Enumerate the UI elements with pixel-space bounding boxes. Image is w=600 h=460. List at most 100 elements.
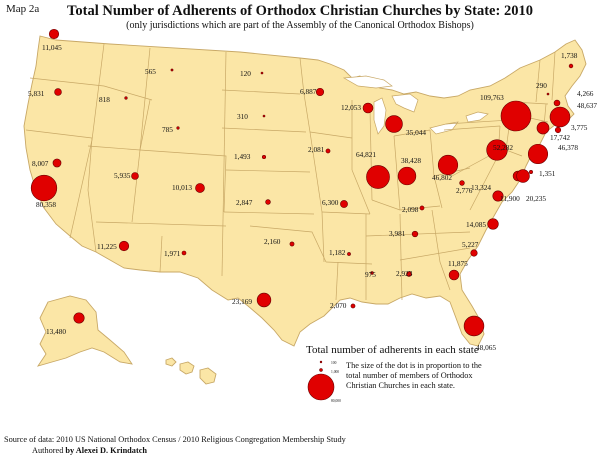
state-dot bbox=[370, 271, 374, 275]
author-credit: Authored by Alexei D. Krindatch bbox=[32, 446, 147, 455]
us-mainland bbox=[23, 35, 587, 347]
state-dot bbox=[340, 200, 348, 208]
state-value-label: 8,007 bbox=[32, 159, 49, 168]
state-dot bbox=[549, 106, 571, 128]
state-dot bbox=[261, 154, 267, 160]
state-value-label: 12,053 bbox=[341, 103, 361, 112]
map-title: Total Number of Adherents of Orthodox Ch… bbox=[67, 3, 533, 19]
state-dot bbox=[176, 126, 180, 130]
map-subtitle: (only jurisdictions which are part of th… bbox=[126, 20, 474, 31]
author-name: by Alexei D. Krindatch bbox=[65, 446, 148, 455]
state-value-label: 1,971 bbox=[164, 249, 181, 258]
state-dot bbox=[492, 190, 504, 202]
state-dot bbox=[325, 148, 331, 154]
state-dot bbox=[463, 315, 485, 337]
state-value-label: 11,225 bbox=[97, 242, 117, 251]
state-value-label: 2,098 bbox=[402, 205, 419, 214]
state-value-label: 2,776 bbox=[456, 186, 473, 195]
state-value-label: 2,081 bbox=[308, 145, 325, 154]
state-dot bbox=[536, 121, 550, 135]
state-value-label: 290 bbox=[536, 81, 547, 90]
state-value-label: 46,802 bbox=[432, 173, 452, 182]
state-value-label: 17,742 bbox=[550, 133, 570, 142]
state-value-label: 1,738 bbox=[561, 51, 578, 60]
state-dot bbox=[470, 249, 478, 257]
state-dot bbox=[500, 100, 532, 132]
state-dot bbox=[397, 166, 417, 186]
state-value-label: 80,358 bbox=[36, 200, 56, 209]
state-dot bbox=[487, 218, 499, 230]
state-value-label: 10,013 bbox=[172, 183, 192, 192]
state-dot bbox=[118, 240, 130, 252]
land-layer bbox=[23, 35, 587, 385]
state-value-label: 565 bbox=[145, 67, 156, 76]
state-value-label: 2,160 bbox=[264, 237, 281, 246]
legend-dots: 100 1,000 80,000 bbox=[307, 360, 341, 404]
state-dot bbox=[527, 143, 549, 165]
state-dot bbox=[568, 63, 574, 69]
state-dot bbox=[315, 87, 325, 97]
state-value-label: 3,981 bbox=[389, 229, 406, 238]
state-dot bbox=[181, 250, 187, 256]
state-dot bbox=[256, 292, 272, 308]
data-source: Source of data: 2010 US National Orthodo… bbox=[4, 435, 346, 444]
state-dot bbox=[131, 172, 139, 180]
legend-dot bbox=[319, 368, 323, 372]
state-value-label: 20,235 bbox=[526, 194, 546, 203]
state-value-label: 35,044 bbox=[406, 128, 426, 137]
state-value-label: 6,300 bbox=[322, 198, 339, 207]
state-dot bbox=[124, 96, 128, 100]
legend-dot bbox=[307, 373, 335, 401]
legend-dot-label: 80,000 bbox=[331, 399, 341, 404]
state-dot bbox=[437, 154, 459, 176]
state-value-label: 1,182 bbox=[329, 248, 346, 257]
state-value-label: 13,480 bbox=[46, 327, 66, 336]
state-dot bbox=[362, 102, 374, 114]
state-dot bbox=[448, 269, 460, 281]
state-value-label: 5,831 bbox=[28, 89, 45, 98]
state-dot bbox=[48, 28, 60, 40]
state-dot bbox=[289, 241, 295, 247]
state-dot bbox=[411, 230, 419, 238]
state-dot bbox=[265, 199, 271, 205]
state-value-label: 64,821 bbox=[356, 150, 376, 159]
state-value-label: 310 bbox=[237, 112, 248, 121]
state-dot bbox=[366, 165, 390, 189]
legend-dot bbox=[319, 360, 323, 364]
state-dot bbox=[350, 303, 356, 309]
state-dot bbox=[52, 158, 62, 168]
legend-title: Total number of adherents in each state bbox=[306, 344, 479, 356]
state-value-label: 4,266 bbox=[577, 89, 594, 98]
state-dot bbox=[419, 205, 425, 211]
legend-description: The size of the dot is in proportion to … bbox=[346, 361, 482, 390]
state-dot bbox=[73, 312, 85, 324]
hawaii bbox=[165, 357, 217, 385]
state-value-label: 52,282 bbox=[493, 143, 513, 152]
state-value-label: 1,493 bbox=[234, 152, 251, 161]
state-value-label: 13,324 bbox=[471, 183, 491, 192]
state-dot bbox=[554, 126, 562, 134]
state-value-label: 2,070 bbox=[330, 301, 347, 310]
state-value-label: 23,169 bbox=[232, 297, 252, 306]
state-dot bbox=[385, 115, 403, 133]
state-value-label: 11,875 bbox=[448, 259, 468, 268]
state-value-label: 5,227 bbox=[462, 240, 479, 249]
state-value-label: 785 bbox=[162, 125, 173, 134]
state-dot bbox=[486, 139, 508, 161]
legend-dot-label: 100 bbox=[331, 361, 337, 365]
state-value-label: 975 bbox=[365, 270, 376, 279]
state-dot bbox=[54, 88, 62, 96]
state-dot bbox=[516, 169, 530, 183]
map-label: Map 2a bbox=[6, 3, 40, 15]
authored-prefix: Authored bbox=[32, 446, 64, 455]
state-value-label: 6,887 bbox=[300, 87, 317, 96]
state-value-label: 818 bbox=[99, 95, 110, 104]
state-value-label: 3,775 bbox=[571, 123, 588, 132]
state-value-label: 11,045 bbox=[42, 43, 62, 52]
great-lakes bbox=[342, 75, 489, 135]
state-value-label: 48,637 bbox=[577, 101, 597, 110]
state-dot bbox=[406, 271, 412, 277]
state-dot bbox=[529, 170, 533, 174]
state-value-label: 2,847 bbox=[236, 198, 253, 207]
